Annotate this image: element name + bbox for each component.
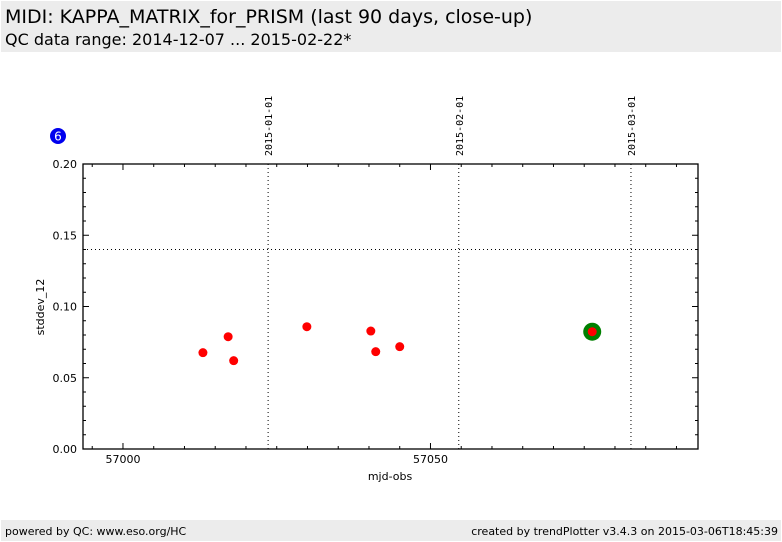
x-axis-label: mjd-obs <box>368 470 413 483</box>
y-tick-label: 0.15 <box>53 229 78 242</box>
data-point <box>223 332 233 342</box>
data-point <box>371 347 381 357</box>
date-line-label: 2015-01-01 <box>264 96 275 156</box>
header: MIDI: KAPPA_MATRIX_for_PRISM (last 90 da… <box>1 1 781 52</box>
y-axis-label: stddev_12 <box>34 279 47 336</box>
y-tick-label: 0.00 <box>53 443 78 456</box>
count-badge-label: 6 <box>54 130 62 144</box>
data-point <box>229 356 239 366</box>
data-point <box>395 342 405 352</box>
plot-frame <box>82 163 699 450</box>
y-tick-label: 0.10 <box>53 301 78 314</box>
page-title: MIDI: KAPPA_MATRIX_for_PRISM (last 90 da… <box>5 6 533 28</box>
date-line-label: 2015-02-01 <box>455 96 466 156</box>
x-tick-label: 57000 <box>105 453 140 466</box>
footer-generator: created by trendPlotter v3.4.3 on 2015-0… <box>471 525 778 538</box>
footer: powered by QC: www.eso.org/HC created by… <box>1 520 781 541</box>
y-tick-label: 0.05 <box>53 372 78 385</box>
x-tick-label: 57050 <box>413 453 448 466</box>
footer-credit: powered by QC: www.eso.org/HC <box>5 525 187 538</box>
data-point <box>587 327 597 337</box>
data-point <box>366 326 376 336</box>
y-tick-label: 0.20 <box>53 158 78 171</box>
date-line-label: 2015-03-01 <box>627 96 638 156</box>
count-badge-circle <box>50 128 66 144</box>
page-subtitle: QC data range: 2014-12-07 ... 2015-02-22… <box>5 30 352 49</box>
data-point <box>302 322 312 332</box>
count-badge: 6 <box>50 128 66 144</box>
data-point <box>198 348 208 358</box>
